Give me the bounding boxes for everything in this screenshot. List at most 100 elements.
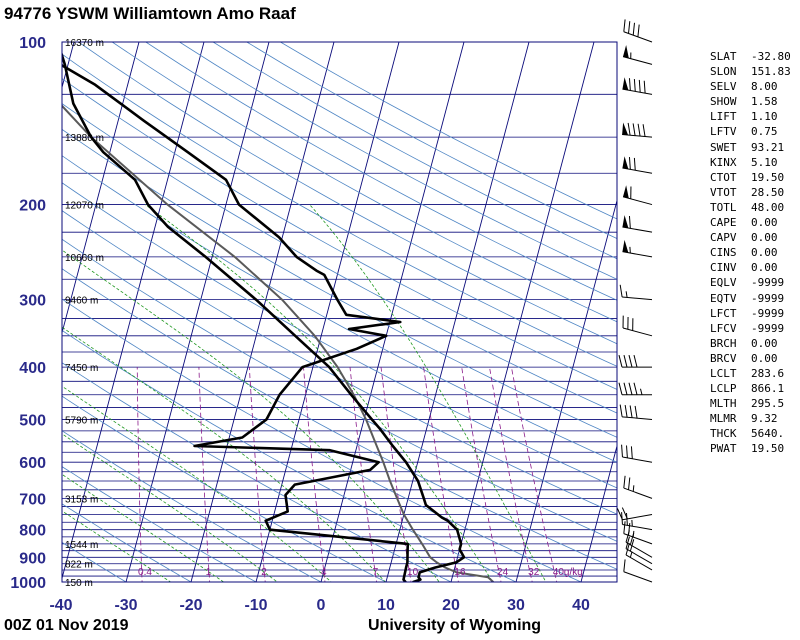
dry-adiabat bbox=[62, 362, 452, 582]
wind-barb-full bbox=[642, 124, 646, 137]
wind-barb bbox=[616, 507, 653, 521]
temperature-labels: -40 -30 -20 -10 0 10 20 30 40 bbox=[49, 597, 590, 614]
index-value: 8.00 bbox=[751, 80, 778, 94]
temperature-tick-label: 0 bbox=[317, 597, 326, 614]
wind-barb-full bbox=[619, 284, 623, 298]
wind-barb-staff bbox=[622, 88, 653, 95]
wind-barb bbox=[618, 382, 652, 396]
height-label: 822 m bbox=[65, 560, 93, 571]
wind-barb bbox=[625, 530, 653, 558]
wind-barb-flag bbox=[622, 122, 629, 135]
mixing-ratio-label: 16 bbox=[454, 567, 466, 578]
wind-barb-flag bbox=[622, 215, 629, 229]
index-value: -9999 bbox=[751, 306, 785, 320]
indices-panel: SLAT -32.80 SLON 151.83 SELV 8.00 SHOW 1.58 LIFT… bbox=[710, 49, 796, 457]
dry-adiabat bbox=[111, 42, 617, 323]
dry-adiabat bbox=[62, 238, 617, 542]
temperature-curve bbox=[62, 51, 466, 582]
chart-title: 94776 YSWM Williamtown Amo Raaf bbox=[4, 4, 296, 23]
mixing-ratio-label: 40g/kg bbox=[553, 567, 583, 578]
index-row: MLTH 295.5 bbox=[710, 396, 796, 411]
wind-barb-full bbox=[632, 123, 636, 136]
index-name: CAPV bbox=[710, 231, 737, 245]
wind-barb-full bbox=[623, 19, 626, 32]
index-row: EQLV -9999 bbox=[710, 275, 796, 290]
index-value: 0.00 bbox=[751, 351, 778, 365]
index-value: 283.6 bbox=[751, 366, 785, 380]
wind-barb-full bbox=[628, 382, 633, 395]
mixing-ratio-label: 0.4 bbox=[138, 567, 152, 578]
wind-barb-full bbox=[630, 446, 633, 459]
mixing-ratio-line bbox=[136, 367, 143, 582]
height-label: 1544 m bbox=[65, 540, 98, 551]
wind-barb-full bbox=[637, 123, 641, 137]
plot-area bbox=[0, 42, 617, 593]
pressure-tick-label: 700 bbox=[19, 491, 46, 508]
wind-barb-staff bbox=[622, 56, 653, 65]
index-value: -9999 bbox=[751, 276, 785, 290]
index-value: 93.21 bbox=[751, 140, 785, 154]
index-row: TOTL 48.00 bbox=[710, 200, 796, 215]
temperature-tick-label: -10 bbox=[244, 597, 267, 614]
index-value: 1.58 bbox=[751, 95, 778, 109]
index-name: EQTV bbox=[710, 291, 737, 305]
wind-barb-staff bbox=[623, 571, 653, 583]
wind-barb bbox=[622, 122, 653, 138]
index-name: CINS bbox=[710, 246, 737, 260]
index-name: CINV bbox=[710, 261, 737, 275]
wind-barb bbox=[622, 185, 653, 206]
index-row: CAPE 0.00 bbox=[710, 215, 796, 230]
index-row: BRCV 0.00 bbox=[710, 351, 796, 366]
mixing-ratio-label: 10 bbox=[407, 567, 419, 578]
index-name: LCLT bbox=[710, 366, 737, 380]
index-row: EQTV -9999 bbox=[710, 291, 796, 306]
temperature-tick-label: 40 bbox=[572, 597, 590, 614]
isotherm-line bbox=[0, 42, 9, 593]
wind-barb bbox=[622, 44, 653, 65]
index-value: 19.50 bbox=[751, 170, 785, 184]
index-row: LCLT 283.6 bbox=[710, 366, 796, 381]
height-labels: 16370 m 13880 m 12070 m 10660 m 9460 m 7450 m… bbox=[65, 38, 104, 589]
index-row: CINS 0.00 bbox=[710, 245, 796, 260]
wind-barb-full bbox=[633, 157, 636, 171]
index-row: SLON 151.83 bbox=[710, 64, 796, 79]
moist-adiabat bbox=[62, 385, 332, 582]
wind-barb-full bbox=[618, 354, 623, 368]
height-label: 150 m bbox=[65, 578, 93, 589]
index-value: -9999 bbox=[751, 321, 785, 335]
index-name: SLON bbox=[710, 65, 737, 79]
mixing-ratio-line bbox=[198, 367, 211, 582]
index-name: SELV bbox=[710, 80, 737, 94]
wind-barb-full bbox=[623, 475, 626, 489]
pressure-tick-label: 800 bbox=[19, 523, 46, 540]
dry-adiabat bbox=[62, 268, 617, 570]
isotherm-line bbox=[125, 42, 270, 582]
wind-barb-full bbox=[638, 79, 641, 93]
wind-barb-full bbox=[621, 507, 628, 520]
index-row: CTOT 19.50 bbox=[710, 170, 796, 185]
wind-barb-half bbox=[632, 485, 635, 492]
index-row: BRCH 0.00 bbox=[710, 336, 796, 351]
index-name: SWET bbox=[710, 140, 737, 154]
wind-barb-flag bbox=[623, 185, 629, 199]
footer-date: 00Z 01 Nov 2019 bbox=[4, 617, 129, 634]
index-value: 0.00 bbox=[751, 246, 778, 260]
mixing-ratio-line bbox=[249, 367, 266, 582]
isotherm-line bbox=[515, 198, 617, 582]
index-name: TOTL bbox=[710, 200, 737, 214]
index-value: -9999 bbox=[751, 291, 785, 305]
wind-barb bbox=[622, 315, 653, 337]
dry-adiabat bbox=[62, 541, 127, 582]
wind-barb-full bbox=[623, 521, 626, 534]
wind-barb bbox=[623, 559, 653, 583]
index-name: VTOT bbox=[710, 185, 737, 199]
pressure-tick-label: 1000 bbox=[10, 575, 46, 592]
mixing-ratio-line bbox=[461, 367, 502, 582]
mixing-ratio-line bbox=[489, 367, 533, 582]
index-name: BRCV bbox=[710, 351, 737, 365]
index-name: EQLV bbox=[710, 276, 737, 290]
wind-barb-staff bbox=[622, 226, 653, 233]
index-value: 5.10 bbox=[751, 155, 778, 169]
pressure-tick-label: 100 bbox=[19, 35, 46, 52]
index-name: LFCT bbox=[710, 306, 737, 320]
